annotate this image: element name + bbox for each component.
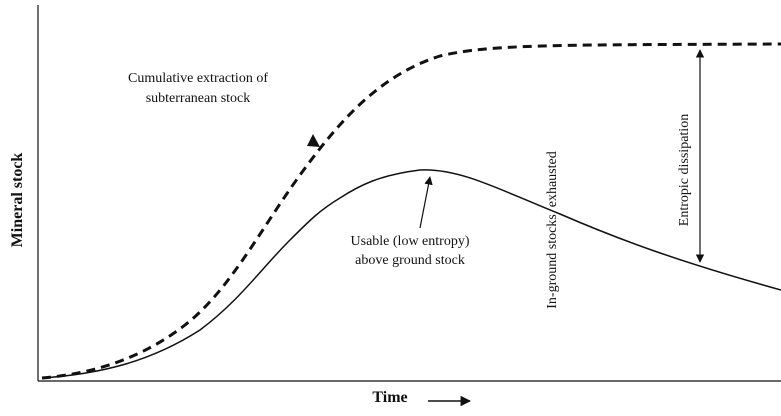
annotation: subterranean stock xyxy=(146,91,251,106)
annotation: Entropic dissipation xyxy=(677,114,692,226)
stock-curve xyxy=(41,169,781,379)
cumulative-curve xyxy=(41,42,781,380)
y-axis-label: Mineral stock xyxy=(9,153,26,248)
annotation: Cumulative extraction of xyxy=(128,71,268,86)
annotation: In-ground stocks exhausted xyxy=(545,151,560,308)
pointer-arrow xyxy=(419,176,433,229)
arrowhead xyxy=(307,134,320,147)
annotation: above ground stock xyxy=(355,253,465,268)
x-axis-label: Time xyxy=(372,389,407,406)
annotation: Usable (low entropy) xyxy=(351,234,470,249)
